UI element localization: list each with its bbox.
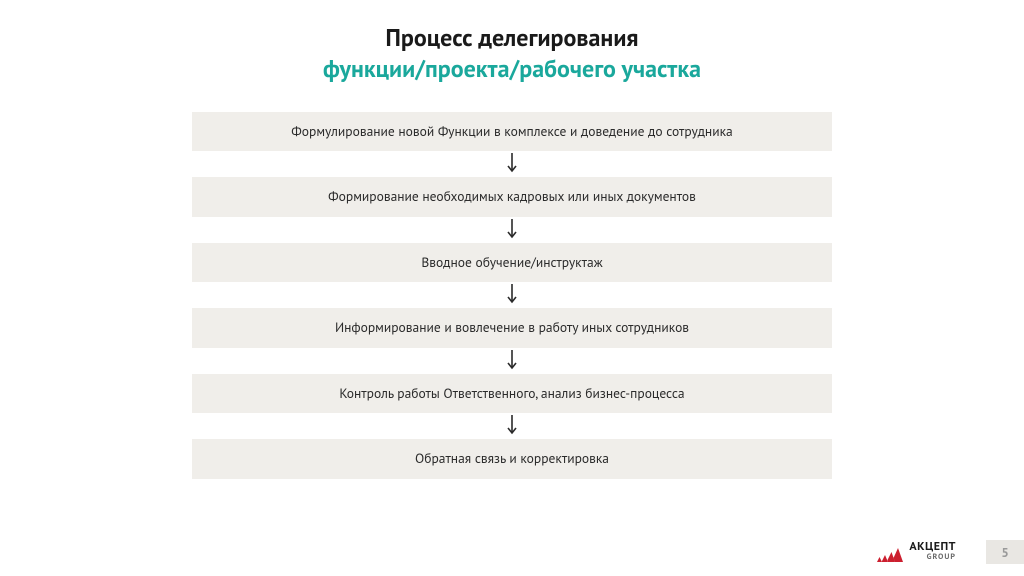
title-line2: функции/проекта/рабочего участка (0, 55, 1024, 84)
flow-step: Формирование необходимых кадровых или ин… (192, 177, 832, 217)
flow-step: Информирование и вовлечение в работу ины… (192, 308, 832, 348)
flow-step: Вводное обучение/инструктаж (192, 243, 832, 283)
logo-mark-icon (877, 540, 903, 562)
flow-step: Контроль работы Ответственного, анализ б… (192, 374, 832, 414)
title-block: Процесс делегирования функции/проекта/ра… (0, 0, 1024, 84)
arrow-down-icon (506, 413, 518, 439)
flow-step: Обратная связь и корректировка (192, 439, 832, 479)
logo-sub: GROUP (909, 553, 956, 561)
arrow-down-icon (506, 282, 518, 308)
logo-text: АКЦЕПТ GROUP (909, 541, 956, 561)
arrow-down-icon (506, 348, 518, 374)
arrow-down-icon (506, 217, 518, 243)
footer-logo: АКЦЕПТ GROUP (877, 540, 956, 562)
arrow-down-icon (506, 151, 518, 177)
page-number: 5 (986, 540, 1024, 564)
flow-step: Формулирование новой Функции в комплексе… (192, 112, 832, 152)
title-line1: Процесс делегирования (0, 24, 1024, 53)
flowchart: Формулирование новой Функции в комплексе… (192, 112, 832, 479)
